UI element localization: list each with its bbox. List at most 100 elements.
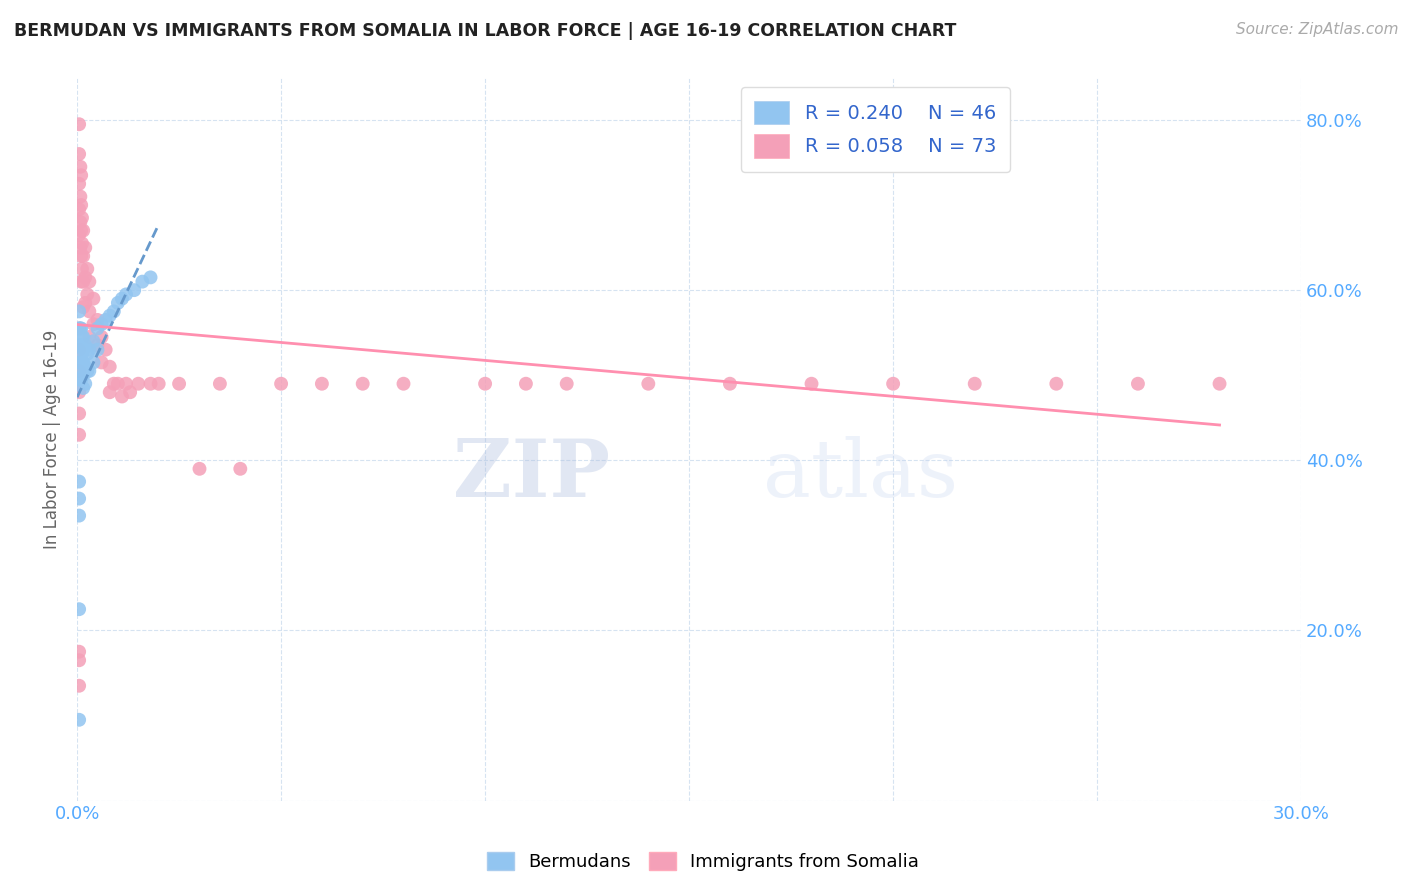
Point (67, 407, 90, 421)
Point (70, 275, 93, 289)
Point (800, 376, 823, 391)
Point (79, 275, 101, 289)
Point (72, 368, 94, 383)
Point (79, 364, 101, 378)
Point (75, 359, 97, 374)
Point (392, 376, 415, 391)
Point (67, 602, 90, 616)
Point (69, 215, 91, 229)
Point (90, 355, 112, 369)
Point (72, 330, 94, 344)
Point (718, 376, 741, 391)
Point (75, 241, 97, 255)
Point (111, 292, 134, 306)
Point (76, 364, 98, 378)
Point (70, 372, 93, 386)
Point (72, 343, 94, 357)
Point (115, 287, 138, 301)
Point (76, 261, 98, 276)
Legend: R = 0.240    N = 46, R = 0.058    N = 73: R = 0.240 N = 46, R = 0.058 N = 73 (741, 87, 1010, 171)
Point (90, 330, 112, 344)
Point (79, 330, 101, 344)
Point (67, 338, 90, 352)
Point (139, 270, 162, 285)
Point (98, 309, 121, 323)
Point (67, 321, 90, 335)
Point (139, 376, 162, 391)
Point (515, 376, 537, 391)
Text: ZIP: ZIP (453, 436, 610, 514)
Point (82, 355, 104, 369)
Point (70, 169, 93, 183)
Point (882, 376, 904, 391)
Point (352, 376, 374, 391)
Legend: Bermudans, Immigrants from Somalia: Bermudans, Immigrants from Somalia (479, 845, 927, 879)
Point (69, 160, 91, 174)
Point (94, 343, 117, 357)
Point (72, 381, 94, 395)
Point (122, 283, 145, 297)
Point (167, 376, 190, 391)
Point (70, 347, 93, 361)
Point (270, 376, 292, 391)
Point (67, 364, 90, 378)
Point (67, 321, 90, 335)
Text: Source: ZipAtlas.com: Source: ZipAtlas.com (1236, 22, 1399, 37)
Point (69, 321, 91, 335)
Point (72, 355, 94, 369)
Point (70, 330, 93, 344)
Point (188, 462, 211, 476)
Point (67, 645, 90, 659)
Point (86, 321, 108, 335)
Point (70, 355, 93, 369)
Point (67, 713, 90, 727)
Point (67, 117, 90, 131)
Text: atlas: atlas (762, 436, 957, 514)
Point (70, 261, 93, 276)
Point (637, 376, 659, 391)
Point (67, 508, 90, 523)
Point (67, 679, 90, 693)
Point (76, 347, 98, 361)
Point (131, 275, 153, 289)
Point (1126, 376, 1149, 391)
Point (208, 376, 231, 391)
Point (82, 317, 104, 331)
Point (75, 338, 97, 352)
Point (69, 338, 91, 352)
Point (229, 462, 252, 476)
Point (69, 241, 91, 255)
Point (86, 313, 108, 327)
Point (98, 359, 121, 374)
Point (72, 300, 94, 314)
Point (67, 491, 90, 506)
Y-axis label: In Labor Force | Age 16-19: In Labor Force | Age 16-19 (44, 329, 60, 549)
Point (67, 147, 90, 161)
Point (474, 376, 496, 391)
Point (72, 275, 94, 289)
Point (86, 343, 108, 357)
Point (107, 376, 129, 391)
Point (67, 372, 90, 386)
Point (1045, 376, 1067, 391)
Point (127, 376, 149, 391)
Point (1208, 376, 1230, 391)
Point (311, 376, 333, 391)
Point (70, 211, 93, 225)
Point (963, 376, 986, 391)
Point (98, 385, 121, 400)
Point (72, 249, 94, 263)
Point (70, 321, 93, 335)
Point (107, 296, 129, 310)
Point (67, 385, 90, 400)
Point (67, 304, 90, 318)
Point (67, 343, 90, 357)
Point (69, 355, 91, 369)
Point (76, 287, 98, 301)
Point (111, 389, 134, 403)
Point (70, 224, 93, 238)
Text: BERMUDAN VS IMMIGRANTS FROM SOMALIA IN LABOR FORCE | AGE 16-19 CORRELATION CHART: BERMUDAN VS IMMIGRANTS FROM SOMALIA IN L… (14, 22, 956, 40)
Point (70, 236, 93, 251)
Point (82, 292, 104, 306)
Point (70, 338, 93, 352)
